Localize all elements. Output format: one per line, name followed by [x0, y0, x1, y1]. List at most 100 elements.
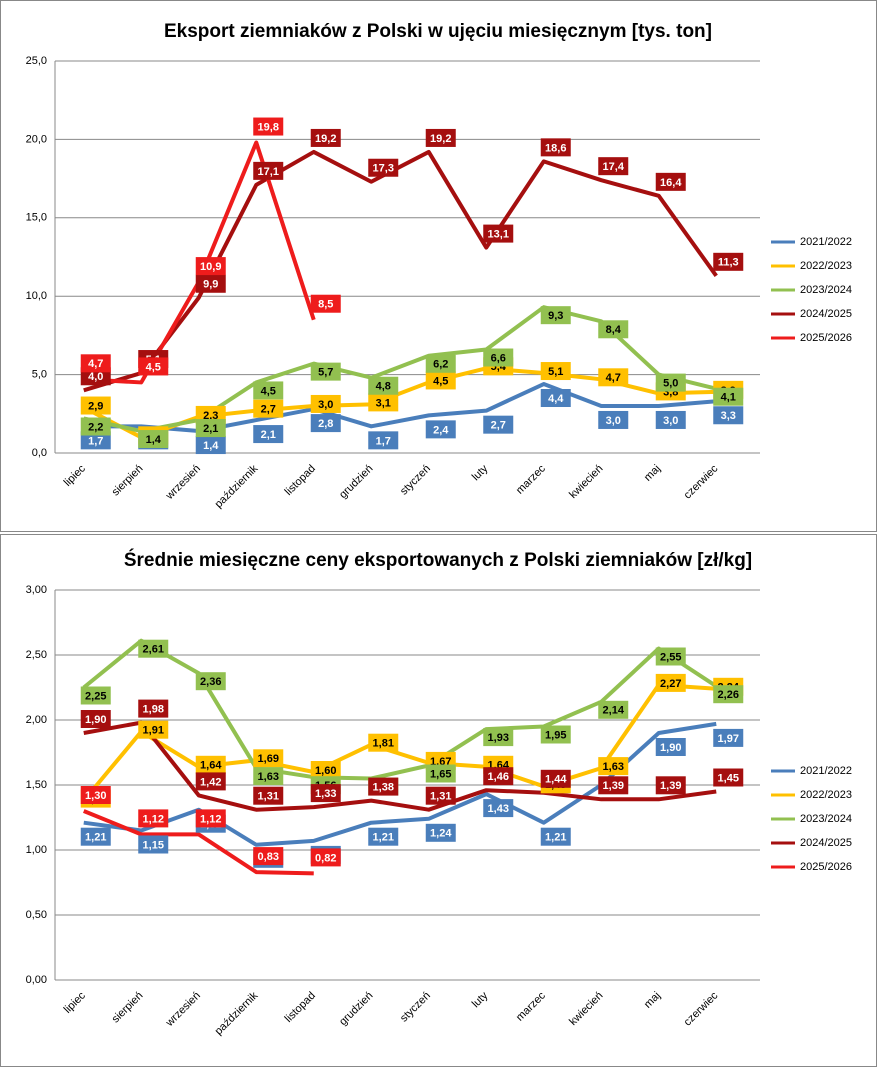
series-line — [82, 638, 718, 781]
label-box — [253, 161, 284, 180]
label-box — [310, 414, 341, 433]
data-label: 4,7 — [88, 358, 103, 370]
label-box — [655, 776, 686, 795]
data-label: 1,31 — [430, 791, 451, 803]
label-box — [253, 749, 284, 768]
series-line — [82, 682, 717, 802]
label-box — [483, 224, 514, 243]
data-label: 10,9 — [200, 261, 221, 273]
label-box — [310, 784, 341, 803]
data-label: 1,81 — [373, 738, 394, 750]
label-box — [483, 799, 514, 818]
label-box — [655, 373, 686, 392]
label-box — [253, 381, 284, 400]
label-box — [253, 786, 284, 805]
legend-label: 2025/2026 — [800, 332, 852, 344]
legend-label: 2022/2023 — [800, 789, 852, 801]
y-tick-label: 20,0 — [26, 133, 47, 145]
legend-label: 2022/2023 — [800, 260, 852, 272]
data-label: 1,31 — [258, 791, 279, 803]
label-box — [368, 733, 399, 752]
label-box — [310, 294, 341, 313]
y-tick-label: 2,50 — [26, 649, 47, 661]
data-label: 1,7 — [88, 435, 103, 447]
data-label: 6,2 — [433, 359, 448, 371]
data-label: 1,21 — [85, 832, 106, 844]
label-box — [195, 772, 226, 791]
data-label: 1,63 — [258, 771, 279, 783]
chart-title: Średnie miesięczne ceny eksportowanych z… — [124, 549, 752, 571]
data-label: 1,30 — [85, 790, 106, 802]
y-tick-label: 0,0 — [32, 447, 47, 459]
label-box — [483, 415, 514, 434]
label-box — [425, 786, 456, 805]
data-label: 2,36 — [200, 676, 221, 688]
label-box — [195, 436, 226, 455]
label-box — [540, 827, 571, 846]
label-box — [138, 430, 169, 449]
legend-label: 2025/2026 — [800, 861, 852, 873]
chart-title: Eksport ziemniaków z Polski w ujęciu mie… — [164, 21, 712, 42]
label-box — [598, 776, 629, 795]
label-box — [655, 172, 686, 191]
data-label: 1,4 — [203, 440, 219, 452]
label-box — [195, 809, 226, 828]
y-tick-label: 1,00 — [26, 844, 47, 856]
data-label: 2,26 — [718, 689, 739, 701]
data-label: 1,7 — [376, 435, 391, 447]
data-label: 1,45 — [718, 772, 739, 784]
data-label: 4,1 — [721, 392, 736, 404]
data-label: 5,1 — [548, 366, 563, 378]
label-box — [713, 406, 744, 425]
data-label: 9,3 — [548, 310, 563, 322]
y-tick-label: 0,50 — [26, 909, 47, 921]
label-box — [483, 348, 514, 367]
label-box — [253, 767, 284, 786]
data-label: 1,42 — [200, 776, 221, 788]
label-box — [655, 410, 686, 429]
label-box — [425, 371, 456, 390]
data-label: 3,3 — [721, 410, 736, 422]
label-box — [368, 827, 399, 846]
data-label: 3,0 — [663, 415, 678, 427]
data-label: 2,25 — [85, 690, 106, 702]
data-label: 2,4 — [433, 424, 449, 436]
label-box — [540, 138, 571, 157]
label-box — [713, 252, 744, 271]
label-box — [425, 354, 456, 373]
label-box — [368, 393, 399, 412]
label-box — [138, 720, 169, 739]
label-box — [483, 728, 514, 747]
label-box — [483, 767, 514, 786]
data-label: 9,9 — [203, 279, 218, 291]
data-label: 2,9 — [88, 400, 103, 412]
data-label: 2,8 — [318, 418, 333, 430]
y-tick-label: 0,00 — [26, 974, 47, 986]
label-box — [425, 128, 456, 147]
y-tick-label: 1,50 — [26, 779, 47, 791]
data-label: 4,5 — [261, 385, 276, 397]
y-tick-label: 15,0 — [26, 212, 47, 224]
data-label: 1,90 — [660, 742, 681, 754]
data-label: 11,3 — [718, 257, 739, 269]
data-label: 1,21 — [545, 832, 566, 844]
data-label: 16,4 — [660, 177, 682, 189]
label-box — [598, 757, 629, 776]
y-tick-label: 2,00 — [26, 714, 47, 726]
data-label: 3,0 — [318, 399, 333, 411]
label-box — [655, 738, 686, 756]
data-label: 19,8 — [258, 121, 279, 133]
y-tick-label: 5,0 — [32, 369, 47, 381]
data-label: 4,7 — [606, 372, 621, 384]
data-label: 1,46 — [488, 771, 509, 783]
label-box — [138, 809, 169, 828]
data-label: 1,44 — [545, 774, 567, 786]
label-box — [80, 354, 111, 373]
data-label: 2,1 — [203, 423, 218, 435]
label-box — [540, 389, 571, 408]
legend-label: 2021/2022 — [800, 765, 852, 777]
data-label: 4,5 — [146, 361, 161, 373]
label-box — [713, 387, 744, 406]
data-label: 0,83 — [258, 851, 279, 863]
